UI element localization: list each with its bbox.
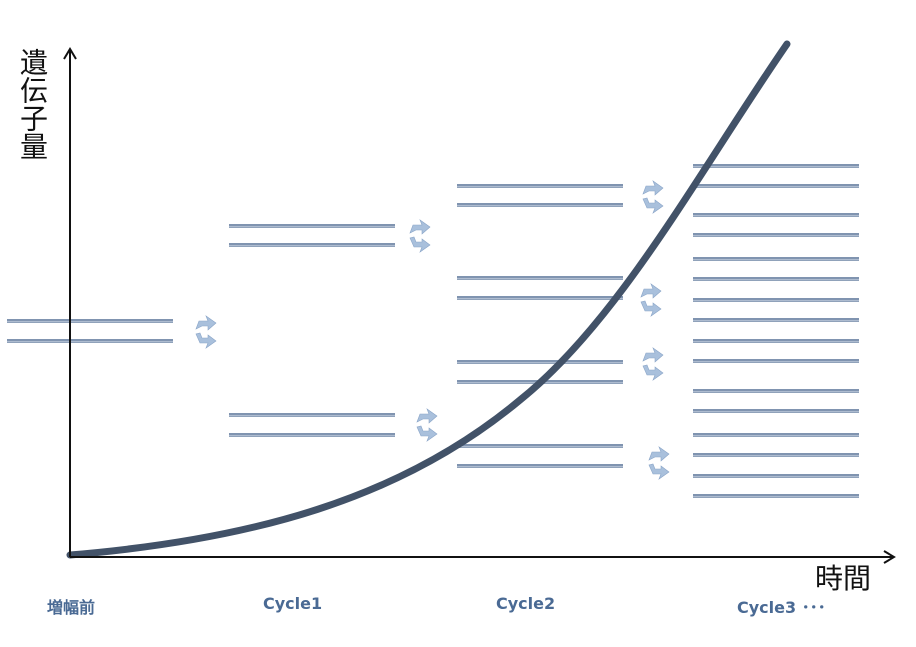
growth-curve xyxy=(66,40,791,559)
dna-double-strand xyxy=(457,444,623,468)
cycle-arrows-layer xyxy=(195,180,670,480)
dna-strand-top xyxy=(7,319,173,323)
cycle-arrow-icon xyxy=(648,446,670,480)
dna-strand-top xyxy=(693,213,859,217)
y-axis-title: 遺伝子量 xyxy=(16,48,49,160)
dna-strand-top xyxy=(457,444,623,448)
dna-double-strand xyxy=(229,224,395,247)
cycle-arrow-icon xyxy=(195,315,217,349)
dna-strand-top xyxy=(229,224,395,228)
cycle-arrow-icon xyxy=(640,283,662,317)
cycle-arrow-icon xyxy=(416,408,438,442)
dna-strand-bottom xyxy=(229,243,395,247)
dna-double-strand xyxy=(457,276,623,300)
dna-strand-top xyxy=(693,389,859,393)
stage-label-cycle3: Cycle3 ･･･ xyxy=(737,598,826,617)
dna-strand-bottom xyxy=(457,296,623,300)
dna-strand-top xyxy=(693,474,859,478)
dna-strand-bottom xyxy=(693,453,859,457)
dna-strand-bottom xyxy=(457,464,623,468)
stage-label-cycle2: Cycle2 xyxy=(496,594,556,613)
dna-strand-top xyxy=(457,276,623,280)
dna-strand-bottom xyxy=(457,203,623,207)
dna-strand-bottom xyxy=(693,409,859,413)
strand-column-1 xyxy=(229,224,395,437)
dna-double-strand xyxy=(693,257,859,281)
dna-strand-bottom xyxy=(693,277,859,281)
dna-double-strand xyxy=(693,389,859,413)
stage-label-before-amplification: 増幅前 xyxy=(47,598,96,617)
dna-strand-top xyxy=(457,184,623,188)
dna-strand-top xyxy=(693,339,859,343)
axes xyxy=(63,47,896,564)
dna-strand-bottom xyxy=(693,233,859,237)
dna-strand-bottom xyxy=(7,339,173,343)
stage-label-cycle1: Cycle1 xyxy=(263,594,323,613)
dna-double-strand xyxy=(693,339,859,363)
dna-strand-bottom xyxy=(229,433,395,437)
strand-column-3 xyxy=(693,164,859,498)
dna-strand-bottom xyxy=(693,318,859,322)
dna-strand-top xyxy=(693,433,859,437)
dna-double-strand xyxy=(457,184,623,207)
dna-strand-bottom xyxy=(693,494,859,498)
dna-double-strand xyxy=(229,413,395,437)
dna-strand-bottom xyxy=(693,184,859,188)
dna-strand-bottom xyxy=(693,359,859,363)
dna-double-strand xyxy=(693,474,859,498)
dna-double-strand xyxy=(693,213,859,237)
cycle-arrow-icon xyxy=(642,180,664,214)
cycle-arrow-icon xyxy=(409,219,431,253)
dna-strands-layer xyxy=(7,164,859,498)
dna-strand-top xyxy=(693,164,859,168)
dna-double-strand xyxy=(7,319,173,343)
strand-column-0 xyxy=(7,319,173,343)
dna-strand-top xyxy=(693,298,859,302)
dna-double-strand xyxy=(693,433,859,457)
dna-strand-top xyxy=(693,257,859,261)
dna-double-strand xyxy=(693,298,859,322)
strand-column-2 xyxy=(457,184,623,468)
x-axis-title: 時間 xyxy=(815,562,872,595)
dna-strand-top xyxy=(229,413,395,417)
cycle-arrow-icon xyxy=(642,347,664,381)
dna-strand-top xyxy=(457,360,623,364)
dna-double-strand xyxy=(693,164,859,188)
